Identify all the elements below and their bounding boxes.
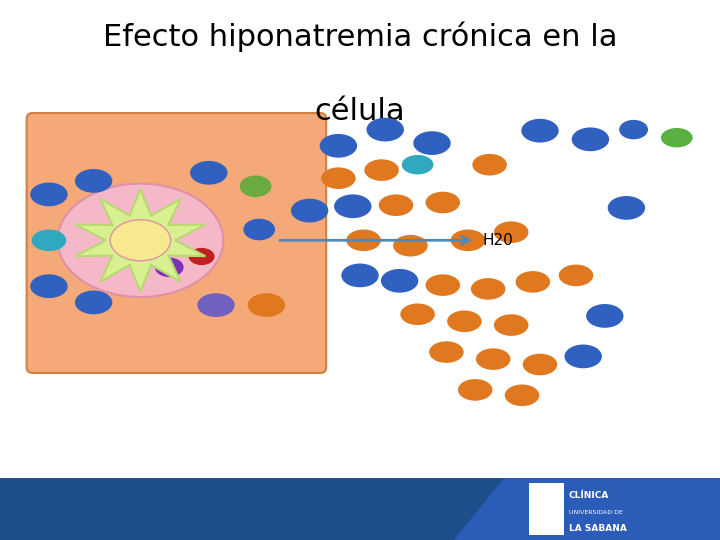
Ellipse shape — [586, 304, 624, 328]
Ellipse shape — [413, 131, 451, 155]
Ellipse shape — [661, 128, 693, 147]
Ellipse shape — [291, 199, 328, 222]
Ellipse shape — [471, 278, 505, 300]
Ellipse shape — [346, 230, 381, 251]
Ellipse shape — [30, 274, 68, 298]
Ellipse shape — [505, 384, 539, 406]
Ellipse shape — [75, 169, 112, 193]
Ellipse shape — [32, 230, 66, 251]
Ellipse shape — [521, 119, 559, 143]
Text: célula: célula — [315, 97, 405, 126]
Ellipse shape — [240, 176, 271, 197]
Ellipse shape — [190, 161, 228, 185]
Ellipse shape — [472, 154, 507, 176]
Ellipse shape — [341, 264, 379, 287]
Ellipse shape — [110, 220, 171, 261]
Ellipse shape — [572, 127, 609, 151]
Ellipse shape — [426, 192, 460, 213]
Ellipse shape — [608, 196, 645, 220]
Text: Efecto hiponatremia crónica en la: Efecto hiponatremia crónica en la — [103, 22, 617, 52]
Ellipse shape — [523, 354, 557, 375]
Polygon shape — [454, 478, 720, 540]
Ellipse shape — [379, 194, 413, 216]
Bar — [529, 483, 564, 535]
Ellipse shape — [619, 120, 648, 139]
Ellipse shape — [197, 293, 235, 317]
Ellipse shape — [189, 248, 215, 265]
Ellipse shape — [458, 379, 492, 401]
Ellipse shape — [516, 271, 550, 293]
Ellipse shape — [248, 293, 285, 317]
Ellipse shape — [494, 221, 528, 243]
Ellipse shape — [364, 159, 399, 181]
Ellipse shape — [559, 265, 593, 286]
Ellipse shape — [155, 258, 184, 277]
Ellipse shape — [402, 155, 433, 174]
Ellipse shape — [58, 184, 223, 297]
Ellipse shape — [243, 219, 275, 240]
Polygon shape — [76, 189, 205, 292]
Ellipse shape — [321, 167, 356, 189]
Ellipse shape — [320, 134, 357, 158]
FancyBboxPatch shape — [27, 113, 326, 373]
Text: LA SABANA: LA SABANA — [569, 524, 626, 534]
Ellipse shape — [494, 314, 528, 336]
Ellipse shape — [476, 348, 510, 370]
Ellipse shape — [366, 118, 404, 141]
Ellipse shape — [30, 183, 68, 206]
Ellipse shape — [400, 303, 435, 325]
Ellipse shape — [75, 291, 112, 314]
Bar — [0, 478, 720, 540]
Ellipse shape — [429, 341, 464, 363]
Text: UNIVERSIDAD DE: UNIVERSIDAD DE — [569, 510, 623, 515]
Ellipse shape — [447, 310, 482, 332]
Text: CLÍNICA: CLÍNICA — [569, 491, 609, 500]
Ellipse shape — [426, 274, 460, 296]
Ellipse shape — [451, 230, 485, 251]
Ellipse shape — [393, 235, 428, 256]
Ellipse shape — [381, 269, 418, 293]
Text: H20: H20 — [482, 233, 513, 248]
Ellipse shape — [564, 345, 602, 368]
Ellipse shape — [334, 194, 372, 218]
